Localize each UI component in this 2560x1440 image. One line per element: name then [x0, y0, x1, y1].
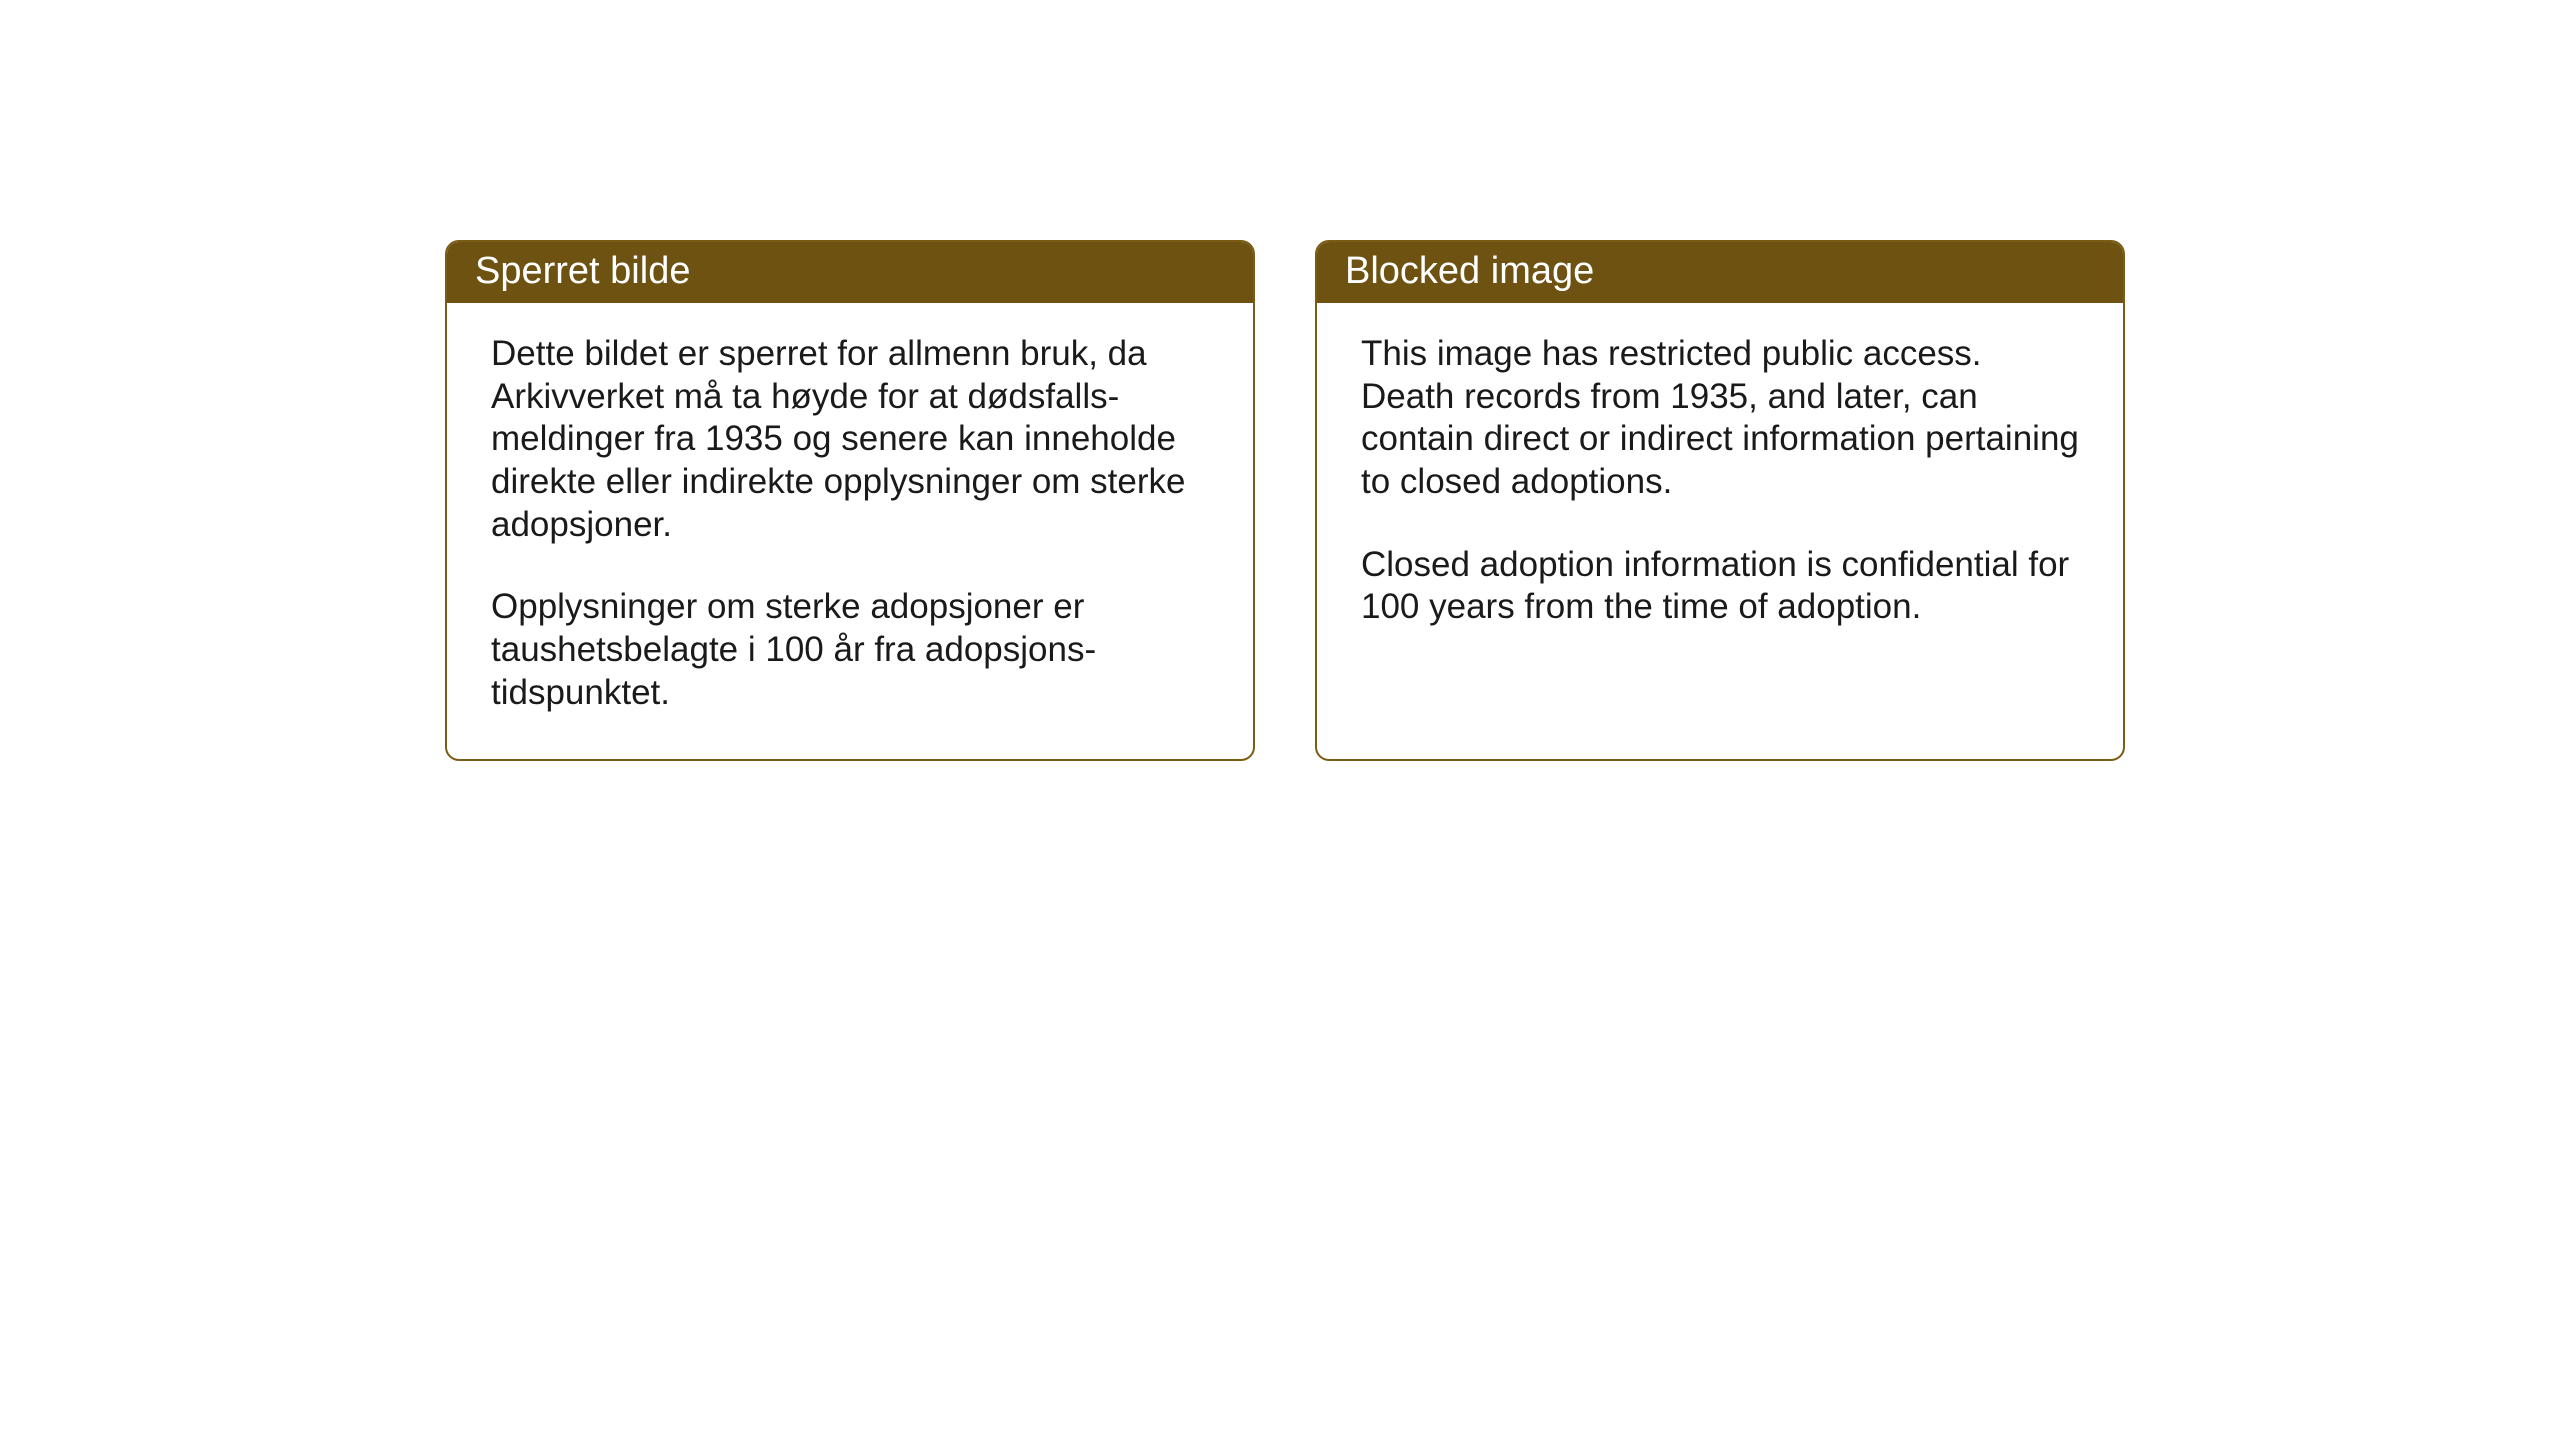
norwegian-paragraph-2: Opplysninger om sterke adopsjoner er tau… [491, 586, 1209, 714]
norwegian-card-title: Sperret bilde [447, 242, 1253, 303]
norwegian-card-body: Dette bildet er sperret for allmenn bruk… [447, 303, 1253, 759]
english-paragraph-2: Closed adoption information is confident… [1361, 544, 2079, 629]
english-paragraph-1: This image has restricted public access.… [1361, 333, 2079, 504]
english-card-body: This image has restricted public access.… [1317, 303, 2123, 673]
notice-container: Sperret bilde Dette bildet er sperret fo… [445, 240, 2125, 761]
norwegian-paragraph-1: Dette bildet er sperret for allmenn bruk… [491, 333, 1209, 546]
english-notice-card: Blocked image This image has restricted … [1315, 240, 2125, 761]
english-card-title: Blocked image [1317, 242, 2123, 303]
norwegian-notice-card: Sperret bilde Dette bildet er sperret fo… [445, 240, 1255, 761]
